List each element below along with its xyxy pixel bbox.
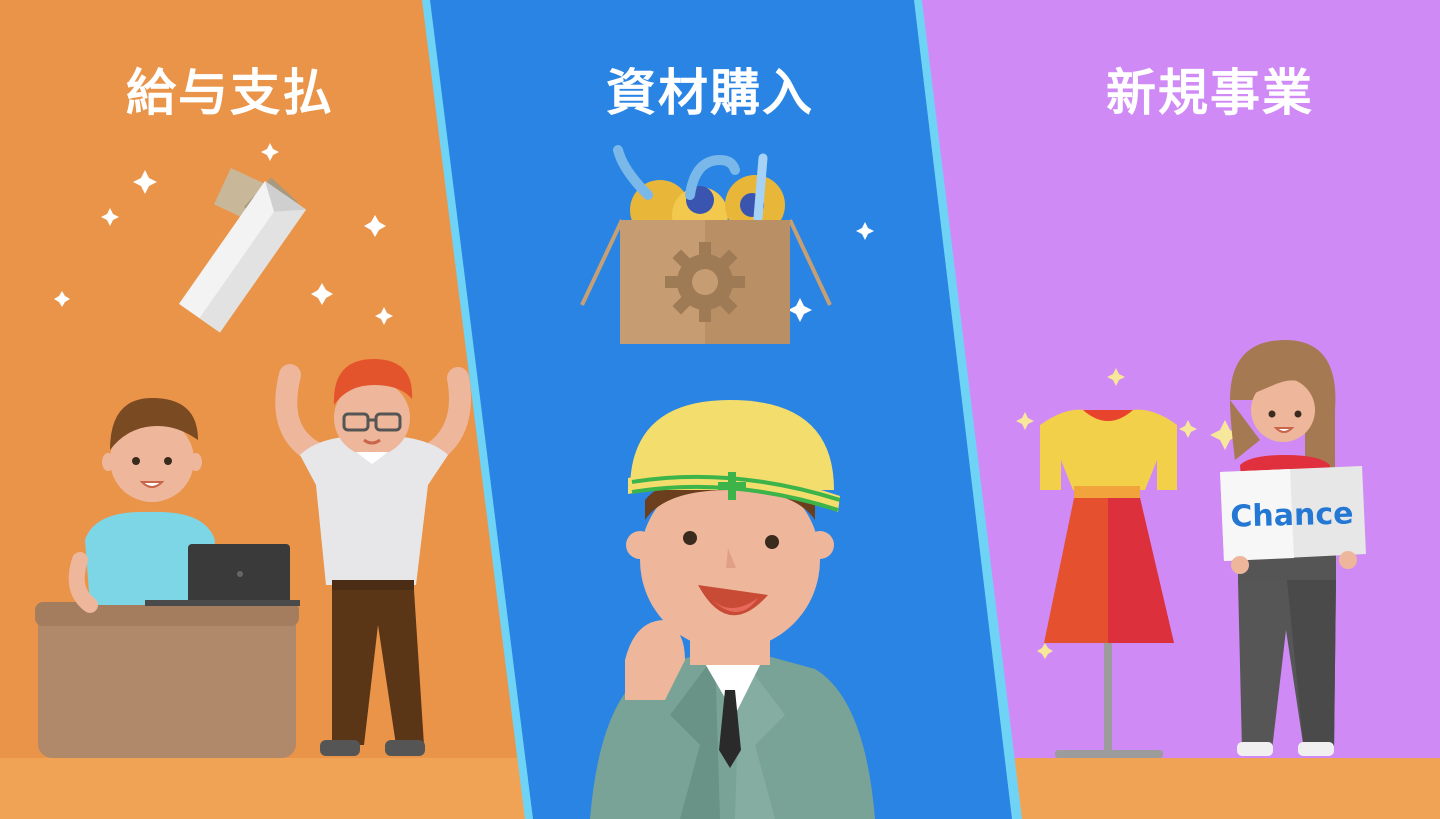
sparkle-icon: [54, 143, 393, 325]
office-worker-cheering: [275, 359, 471, 756]
sparkle-icon: [1016, 368, 1240, 659]
businesswoman-with-sign: [1220, 340, 1366, 756]
title-salary-payment: 給与支払: [126, 64, 334, 122]
title-new-business: 新規事業: [1106, 64, 1314, 122]
chance-sign-label: Chance: [1229, 496, 1354, 535]
chance-sign: [1220, 466, 1366, 561]
parts-box-icon: [580, 145, 832, 344]
office-worker-seated: [35, 398, 300, 758]
left-floor: [0, 758, 540, 819]
right-floor: [1015, 758, 1440, 819]
construction-worker: [590, 400, 875, 819]
money-envelope-icon: [178, 168, 306, 333]
sparkle-icon: [788, 222, 874, 322]
dress-mannequin: [1040, 409, 1177, 758]
gear-icon: [665, 242, 745, 322]
title-material-purchase: 資材購入: [606, 64, 814, 122]
